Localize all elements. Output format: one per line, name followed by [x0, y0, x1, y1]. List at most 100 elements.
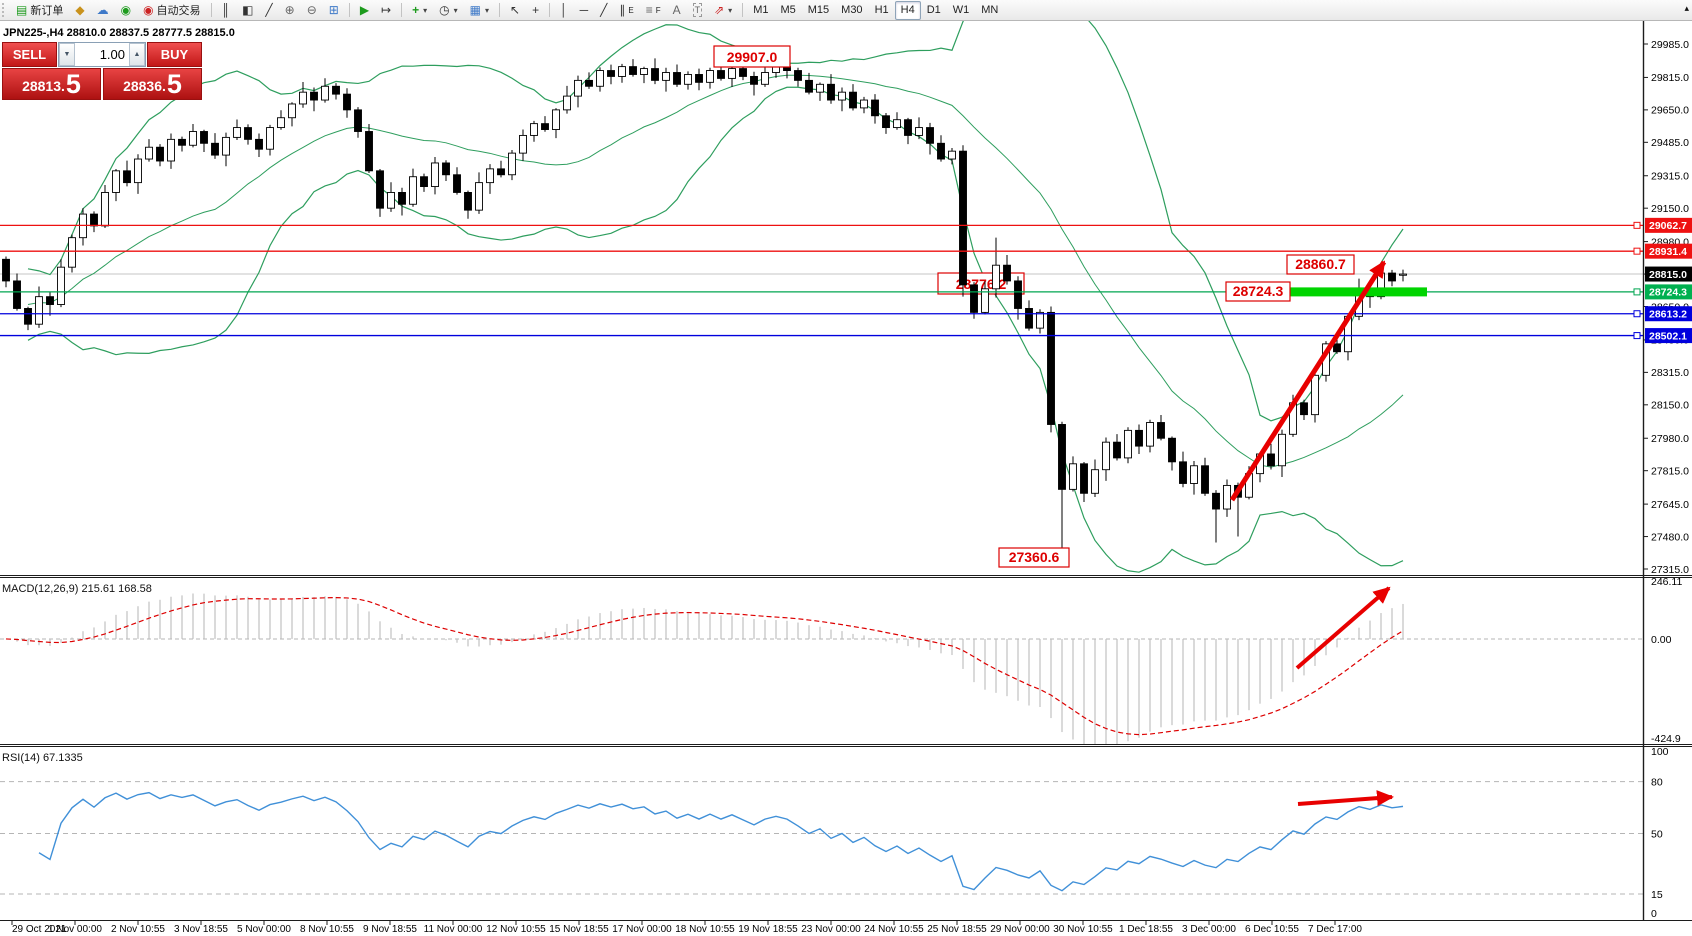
macd-axis-label: -424.9	[1651, 733, 1681, 745]
bear-candle	[1113, 441, 1121, 459]
new-order-button[interactable]: ▤ 新订单	[11, 0, 68, 20]
line-handle[interactable]	[1633, 288, 1641, 296]
separator	[499, 3, 501, 17]
bull-candle	[1036, 311, 1044, 329]
chart-ohlc-title: JPN225-,H4 28810.0 28837.5 28777.5 28815…	[3, 27, 235, 39]
bear-candle	[156, 146, 164, 162]
timeframe-m15-button[interactable]: M15	[807, 4, 830, 16]
bull-candle	[1146, 422, 1154, 447]
bear-candle	[827, 83, 835, 101]
price-annotation[interactable]: 29907.0	[713, 45, 791, 68]
buy-price-display[interactable]: 28836. 5	[103, 68, 202, 100]
bull-candle	[387, 192, 395, 209]
autotrading-button[interactable]: ◉ 自动交易	[138, 0, 205, 20]
timeframe-h4-button[interactable]: H4	[894, 0, 921, 20]
hline-28502.1[interactable]	[0, 332, 1643, 340]
periods-button[interactable]: ◷ ▾	[434, 0, 463, 20]
rally-arrow[interactable]	[1229, 260, 1387, 502]
price-annotation[interactable]: 28860.7	[1286, 254, 1355, 275]
time-tick-label: 1 Dec 18:55	[1119, 924, 1173, 935]
line-chart-button[interactable]: ╱	[260, 0, 277, 20]
templates-button[interactable]: ▦ ▾	[465, 0, 494, 20]
svg-text:29062.7: 29062.7	[1649, 220, 1687, 232]
auto-scroll-button[interactable]: ▶	[355, 0, 374, 20]
bear-candle	[1267, 453, 1275, 467]
bull-candle	[838, 91, 846, 101]
toolbar-overflow-icon[interactable]: ▴	[1684, 3, 1689, 13]
rsi-axis-label: 100	[1651, 746, 1669, 758]
bear-candle	[398, 192, 406, 205]
line-handle[interactable]	[1633, 310, 1641, 318]
time-tick-label: 2 Nov 10:55	[111, 924, 165, 935]
timeframe-m1-button[interactable]: M1	[753, 4, 769, 16]
macd-label: MACD(12,26,9) 215.61 168.58	[2, 583, 152, 595]
macd-panel[interactable]	[0, 586, 1643, 749]
timeframe-m30-button[interactable]: M30	[841, 4, 863, 16]
hline-29062.7[interactable]	[0, 221, 1643, 229]
line-handle[interactable]	[1633, 247, 1641, 255]
timeframe-h1-button[interactable]: H1	[874, 4, 889, 16]
timeframe-mn-button[interactable]: MN	[981, 4, 999, 16]
candle-chart-icon: ◧	[242, 3, 254, 17]
trendline-button[interactable]: ╱	[595, 0, 612, 20]
price-tick-label: 28315.0	[1651, 367, 1689, 379]
signals-button[interactable]: ◉	[116, 0, 136, 20]
bull-candle	[662, 72, 670, 81]
macd-arrow[interactable]	[1295, 586, 1391, 670]
tile-windows-button[interactable]: ⊞	[324, 0, 344, 20]
zoom-out-icon: ⊖	[306, 3, 317, 17]
bull-candle	[277, 117, 285, 129]
volume-decrease-button[interactable]: ▼	[59, 43, 75, 66]
line-handle[interactable]	[1633, 332, 1641, 340]
bull-candle	[167, 138, 175, 162]
channel-button[interactable]: ∥ E	[614, 0, 638, 20]
rsi-line	[38, 791, 1404, 892]
volume-input[interactable]	[75, 43, 129, 66]
buy-button[interactable]: BUY	[147, 42, 202, 67]
bar-chart-button[interactable]: ║	[217, 0, 236, 20]
rsi-arrow[interactable]	[1297, 790, 1394, 807]
timeframe-d1-button[interactable]: D1	[926, 4, 941, 16]
price-tick-label: 27815.0	[1651, 465, 1689, 477]
channel-e-label: E	[628, 5, 634, 15]
text-tool-button[interactable]: A	[668, 0, 686, 20]
chart-shift-button[interactable]: ↦	[376, 0, 396, 20]
rsi-panel[interactable]	[0, 781, 1643, 895]
price-annotation[interactable]: 28776.2	[937, 272, 1025, 295]
sell-price-display[interactable]: 28813. 5	[2, 68, 101, 100]
volume-increase-button[interactable]: ▲	[129, 43, 145, 66]
label-tool-button[interactable]: T	[688, 0, 708, 20]
vertical-line-button[interactable]: │	[555, 0, 573, 20]
price-annotation[interactable]: 28724.3	[1225, 281, 1291, 302]
price-tick-label: 27480.0	[1651, 531, 1689, 543]
bull-candle	[1278, 433, 1286, 467]
zoom-in-button[interactable]: ⊕	[280, 0, 300, 20]
price-annotation[interactable]: 27360.6	[998, 547, 1070, 568]
chevron-down-icon: ▾	[453, 5, 458, 15]
candle-chart-button[interactable]: ◧	[237, 0, 258, 20]
arrows-tool-button[interactable]: ⇗ ▾	[709, 0, 737, 20]
horizontal-line-button[interactable]: ─	[575, 0, 594, 20]
hline-28613.2[interactable]	[0, 310, 1643, 318]
time-tick-label: 25 Nov 18:55	[927, 924, 987, 935]
main-chart-panel[interactable]: 28776.2 29907.0 28860.7 28724.3 27360.6	[0, 0, 1643, 573]
market-watch-button[interactable]: ◆	[70, 0, 89, 20]
crosshair-button[interactable]: +	[527, 0, 544, 20]
mql5-community-button[interactable]: ☁	[92, 0, 114, 20]
sell-price-pip: 5	[65, 69, 81, 99]
hline-28931.4[interactable]	[0, 247, 1643, 255]
zoom-out-button[interactable]: ⊖	[302, 0, 322, 20]
fibonacci-button[interactable]: ≡ F	[641, 0, 666, 20]
bear-candle	[739, 68, 747, 77]
timeframe-w1-button[interactable]: W1	[952, 4, 970, 16]
trendline-icon: ╱	[600, 3, 608, 17]
indicators-button[interactable]: + ▾	[407, 0, 432, 20]
green-highlight-zone[interactable]	[1281, 287, 1427, 297]
sell-button[interactable]: SELL	[2, 42, 57, 67]
cursor-button[interactable]: ↖	[505, 0, 525, 20]
bear-candle	[1388, 272, 1396, 282]
bear-candle	[882, 115, 890, 129]
timeframe-m5-button[interactable]: M5	[780, 4, 796, 16]
line-handle[interactable]	[1633, 221, 1641, 229]
